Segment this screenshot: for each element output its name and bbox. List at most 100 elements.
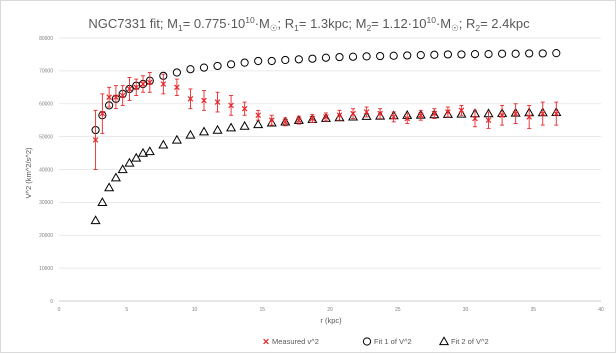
data-point-measured [141, 76, 146, 92]
data-point-fit1 [363, 53, 370, 60]
data-point-fit1 [417, 51, 424, 58]
chart-title: NGC7331 fit; M1= 0.775·1010·M☉; R1= 1.3k… [88, 15, 530, 33]
legend-marker-circle [363, 338, 370, 345]
data-point-measured [527, 105, 532, 128]
x-tick-label: 5 [125, 307, 128, 313]
x-tick-label: 30 [463, 307, 469, 313]
data-point-measured [127, 77, 132, 100]
legend-label-measured: Measured v^2 [272, 337, 319, 346]
data-point-fit1 [336, 53, 343, 60]
data-point-fit1 [431, 51, 438, 58]
data-point-fit1 [390, 52, 397, 59]
data-point-measured [256, 110, 261, 120]
data-point-fit2 [146, 147, 154, 154]
data-point-fit1 [309, 55, 316, 62]
x-tick-label: 15 [259, 307, 265, 313]
data-point-measured [418, 110, 423, 120]
y-tick-label: 0 [50, 299, 53, 305]
data-point-fit2 [213, 126, 221, 133]
data-point-measured [100, 94, 105, 133]
y-axis-label: V^2 (km^2/s^2) [24, 147, 33, 198]
data-point-fit1 [539, 50, 546, 57]
y-axis-ticks: 0 10000 20000 30000 40000 50000 60000 70000 8000… [39, 36, 53, 305]
data-point-fit1 [458, 51, 465, 58]
data-point-measured [337, 110, 342, 120]
data-point-fit2 [105, 183, 113, 190]
y-tick-label: 30000 [39, 200, 53, 206]
data-point-measured [120, 86, 125, 106]
data-point-fit1 [295, 56, 302, 63]
y-tick-label: 20000 [39, 233, 53, 239]
data-point-fit1 [255, 57, 262, 64]
data-point-measured [147, 73, 152, 93]
data-point-fit1 [241, 59, 248, 66]
y-tick-label: 80000 [39, 36, 53, 42]
data-point-measured [174, 79, 179, 95]
legend: Measured v^2 Fit 1 of V^2 Fit 2 of V^2 [264, 337, 489, 346]
data-point-measured [161, 74, 166, 94]
data-point-measured [500, 105, 505, 125]
data-point-fit1 [349, 53, 356, 60]
legend-label-fit2: Fit 2 of V^2 [451, 337, 489, 346]
data-point-fit1 [485, 51, 492, 58]
legend-item-fit1: Fit 1 of V^2 [363, 337, 411, 346]
x-tick-label: 20 [327, 307, 333, 313]
data-point-measured [202, 91, 207, 111]
x-axis-ticks: 0 5 10 15 20 25 30 35 40 [58, 307, 604, 313]
data-point-fit2 [112, 174, 120, 181]
data-point-fit1 [512, 50, 519, 57]
data-point-measured [229, 96, 234, 116]
data-point-fit2 [240, 122, 248, 129]
data-point-measured [114, 86, 119, 109]
y-tick-label: 10000 [39, 266, 53, 272]
data-point-fit2 [139, 149, 147, 156]
legend-label-fit1: Fit 1 of V^2 [374, 337, 412, 346]
data-point-fit1 [268, 57, 275, 64]
legend-item-measured: Measured v^2 [264, 337, 319, 346]
data-point-fit1 [214, 62, 221, 69]
data-point-measured [459, 105, 464, 115]
data-point-fit1 [526, 50, 533, 57]
data-point-fit2 [98, 198, 106, 205]
data-point-measured [93, 110, 98, 169]
data-point-measured [486, 112, 491, 128]
legend-marker-x [264, 339, 269, 344]
data-point-fit1 [187, 66, 194, 73]
data-point-fit2 [200, 127, 208, 134]
data-point-fit1 [200, 64, 207, 71]
data-point-measured [554, 102, 559, 125]
y-tick-label: 40000 [39, 167, 53, 173]
data-point-fit2 [186, 131, 194, 138]
data-point-fit1 [553, 50, 560, 57]
data-point-measured [215, 92, 220, 112]
data-point-measured [351, 109, 356, 119]
data-point-measured [378, 109, 383, 119]
data-point-fit2 [227, 124, 235, 131]
data-point-fit2 [159, 141, 167, 148]
data-point-measured [445, 107, 450, 117]
data-point-fit1 [471, 51, 478, 58]
data-point-measured [134, 79, 139, 95]
x-tick-label: 10 [192, 307, 198, 313]
x-tick-label: 25 [395, 307, 401, 313]
data-point-fit1 [322, 54, 329, 61]
data-point-measured [269, 115, 274, 125]
data-point-fit1 [282, 56, 289, 63]
data-point-fit1 [444, 51, 451, 58]
data-point-fit1 [173, 69, 180, 76]
data-point-fit1 [404, 52, 411, 59]
legend-item-fit2: Fit 2 of V^2 [440, 337, 489, 346]
data-point-measured [188, 89, 193, 109]
x-axis-label: r (kpc) [320, 316, 342, 325]
data-point-fit2 [91, 216, 99, 223]
y-tick-label: 50000 [39, 134, 53, 140]
gridlines [59, 38, 601, 301]
data-point-fit2 [254, 120, 262, 127]
data-point-measured [513, 104, 518, 124]
data-point-fit1 [377, 52, 384, 59]
y-tick-label: 70000 [39, 69, 53, 75]
y-tick-label: 60000 [39, 102, 53, 108]
data-point-measured [540, 102, 545, 125]
